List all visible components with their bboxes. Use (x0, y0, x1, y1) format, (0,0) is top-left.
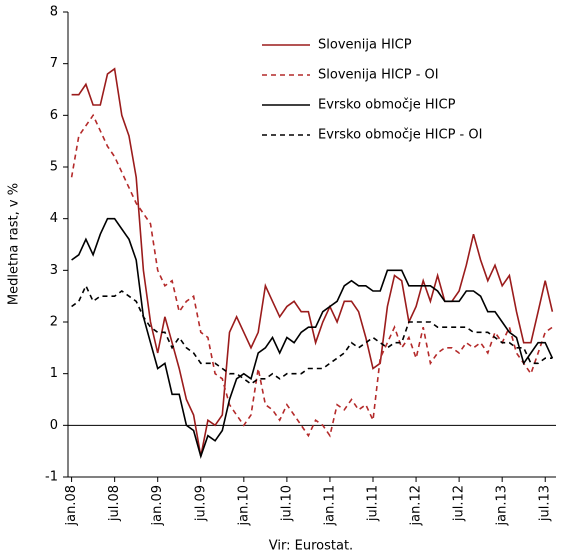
series-line (71, 217, 554, 459)
x-tick-label: jan.09 (150, 485, 165, 527)
x-tick-label: jul.10 (279, 485, 294, 522)
x-tick-label: jan.12 (409, 485, 424, 527)
legend-label: Evrsko območje HICP (318, 98, 456, 113)
y-tick-label: 0 (50, 418, 58, 433)
y-tick-label: 4 (50, 211, 58, 226)
x-tick-label: jul.13 (538, 485, 553, 522)
series-line (70, 113, 553, 438)
y-tick-label: 8 (50, 5, 58, 20)
legend-label: Slovenija HICP - OI (318, 68, 439, 83)
x-tick-label: jul.11 (366, 485, 381, 522)
x-tick-label: jan.10 (236, 485, 251, 527)
y-tick-label: 5 (50, 160, 58, 175)
y-tick-label: -1 (45, 470, 58, 485)
y-tick-label: 3 (50, 263, 58, 278)
legend-label: Slovenija HICP (318, 38, 412, 53)
source-note: Vir: Eurostat. (269, 539, 353, 554)
x-tick-label: jul.08 (107, 485, 122, 522)
x-tick-label: jan.13 (495, 485, 510, 526)
x-tick-label: jan.08 (64, 485, 79, 527)
x-tick-label: jul.09 (193, 485, 208, 522)
y-tick-label: 6 (50, 108, 58, 123)
y-tick-label: 2 (50, 315, 58, 330)
y-tick-label: 1 (50, 366, 58, 381)
series-line (71, 283, 553, 385)
x-tick-label: jan.11 (322, 485, 337, 527)
y-axis-label: Medletna rast, v % (7, 183, 22, 305)
x-tick-label: jul.12 (452, 485, 467, 522)
legend-label: Evrsko območje HICP - OI (318, 128, 482, 143)
y-tick-label: 7 (50, 56, 58, 71)
